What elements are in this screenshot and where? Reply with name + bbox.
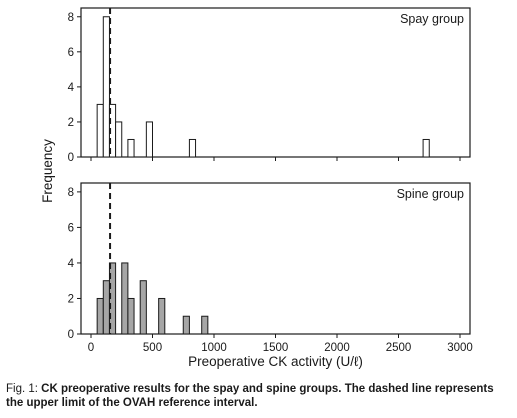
panel-spine: 0 2 4 6 8 0 500 1000 1500 2000 2500 3000 Spine group	[68, 182, 473, 354]
y-tick-label: 6	[68, 47, 74, 59]
figure-caption: Fig. 1: CK preoperative results for the …	[6, 382, 514, 410]
histogram-bar	[145, 121, 154, 158]
y-tick-label: 4	[68, 82, 75, 94]
histogram-bar	[139, 280, 147, 335]
plot-frame	[80, 182, 471, 335]
x-tick-label: 500	[143, 342, 162, 354]
histogram-bar	[188, 138, 197, 158]
panel-label: Spine group	[397, 187, 464, 201]
histogram-bar	[127, 297, 135, 335]
y-tick-label: 8	[68, 12, 74, 24]
y-axis-title: Frequency	[40, 139, 55, 203]
histogram-bar	[201, 315, 209, 335]
panel-label: Spay group	[400, 12, 464, 26]
histogram-bar	[102, 16, 110, 158]
y-tick-label: 2	[68, 117, 74, 129]
x-axis-title: Preoperative CK activity (U/ℓ)	[188, 354, 363, 369]
y-tick-label: 8	[68, 187, 74, 199]
y-tick-label: 6	[68, 222, 74, 234]
x-tick-label: 2500	[386, 342, 412, 354]
caption-prefix: Fig. 1:	[6, 383, 42, 395]
panel-spay: 0 2 4 6 8 Spay group	[68, 7, 471, 164]
histogram-bar	[115, 121, 123, 158]
histogram-bar	[96, 297, 104, 335]
histogram-figure: 0 2 4 6 8 Spay group 0 2 4 6 8 0 500 1000 1500 2000 2500…	[40, 7, 473, 369]
histogram-bar	[96, 103, 104, 158]
histogram-bar	[422, 138, 430, 158]
histogram-bar	[127, 138, 135, 158]
histogram-bar	[121, 262, 129, 335]
y-tick-label: 4	[68, 258, 75, 270]
x-tick-label: 1000	[201, 342, 227, 354]
y-tick-label: 2	[68, 293, 74, 305]
y-tick-label: 0	[68, 152, 74, 164]
plot-frame	[80, 7, 471, 158]
caption-text: CK preoperative results for the spay and…	[6, 383, 494, 409]
x-tick-label: 3000	[447, 342, 473, 354]
x-tick-label: 2000	[324, 342, 350, 354]
histogram-bar	[158, 297, 166, 335]
x-tick-label: 0	[88, 342, 94, 354]
histogram-bar	[182, 315, 190, 335]
y-tick-label: 0	[68, 329, 74, 341]
x-tick-label: 1500	[263, 342, 289, 354]
histogram-bar	[102, 280, 110, 335]
